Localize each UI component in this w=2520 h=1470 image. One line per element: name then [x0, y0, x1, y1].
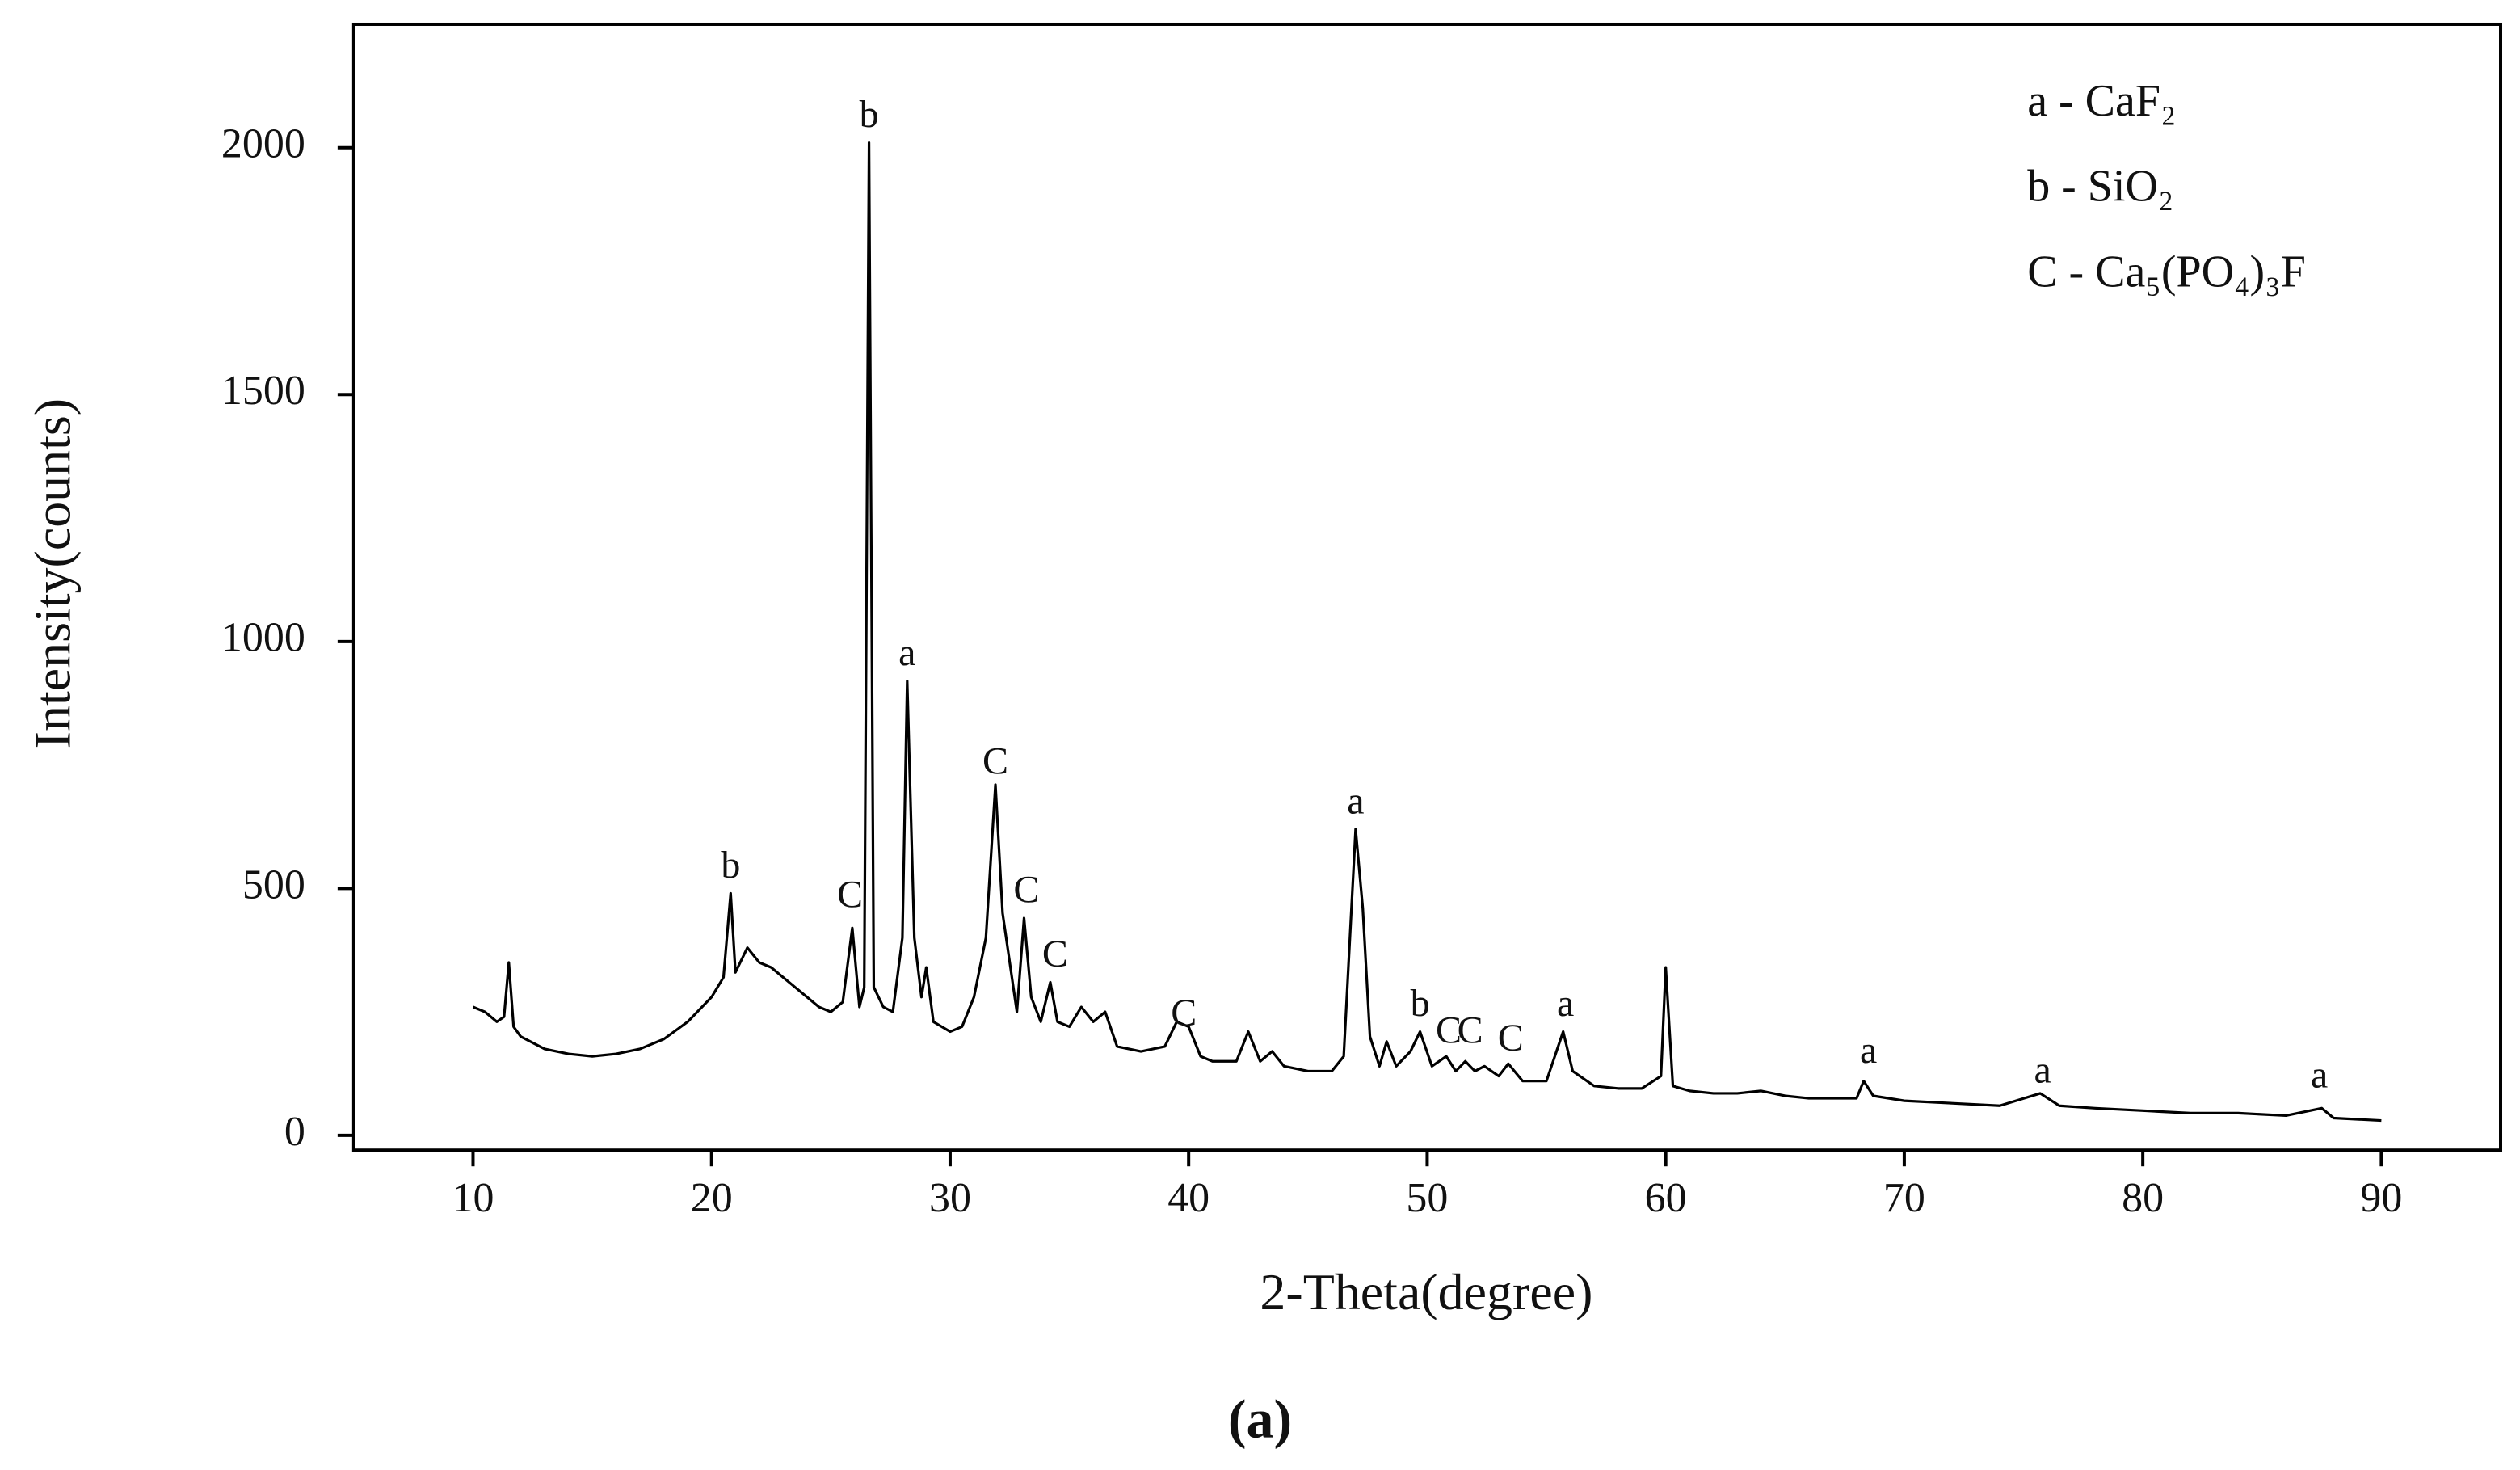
y-tick-label: 2000: [221, 121, 305, 167]
x-tick-label: 20: [691, 1175, 733, 1221]
y-tick-label: 500: [242, 861, 305, 908]
peak-label: a: [1557, 982, 1574, 1025]
peak-label: a: [898, 631, 915, 674]
y-tick-label: 0: [284, 1109, 305, 1155]
x-tick-label: 30: [929, 1175, 971, 1221]
x-tick-label: 60: [1645, 1175, 1687, 1221]
peak-label: b: [860, 93, 879, 136]
peak-label: C: [837, 874, 863, 916]
peak-label: C: [1436, 1009, 1462, 1052]
pattern-line: [472, 141, 2382, 1123]
y-tick-label: 1500: [221, 368, 305, 414]
x-tick-label: 70: [1883, 1175, 1925, 1221]
x-tick-label: 40: [1167, 1175, 1210, 1221]
x-tick-label: 80: [2122, 1175, 2164, 1221]
peak-label: b: [1411, 982, 1430, 1025]
peak-label: C: [1013, 868, 1039, 911]
peak-label: a: [2311, 1054, 2328, 1097]
peak-label: C: [1458, 1009, 1483, 1052]
peak-label: C: [1171, 992, 1197, 1034]
x-axis-label: 2-Theta(degree): [1260, 1263, 1592, 1320]
x-tick-label: 50: [1406, 1175, 1448, 1221]
peak-label: a: [1860, 1029, 1877, 1072]
legend-note: b - SiO₂: [2027, 162, 2173, 212]
y-tick-label: 1000: [221, 615, 305, 661]
peak-label: a: [1347, 779, 1364, 822]
x-tick-label: 90: [2360, 1175, 2402, 1221]
y-axis-label: Intensity(counts): [24, 398, 82, 748]
peak-label: a: [2034, 1049, 2051, 1092]
legend-note: a - CaF₂: [2027, 76, 2176, 126]
legend-note: C - Ca₅(PO₄)₃F: [2027, 247, 2306, 297]
peak-label: C: [1498, 1017, 1524, 1059]
peak-label: b: [721, 844, 740, 887]
x-tick-label: 10: [452, 1175, 494, 1221]
peak-label: C: [982, 740, 1008, 783]
peak-label: C: [1042, 933, 1068, 975]
caption: (a): [1228, 1388, 1292, 1450]
